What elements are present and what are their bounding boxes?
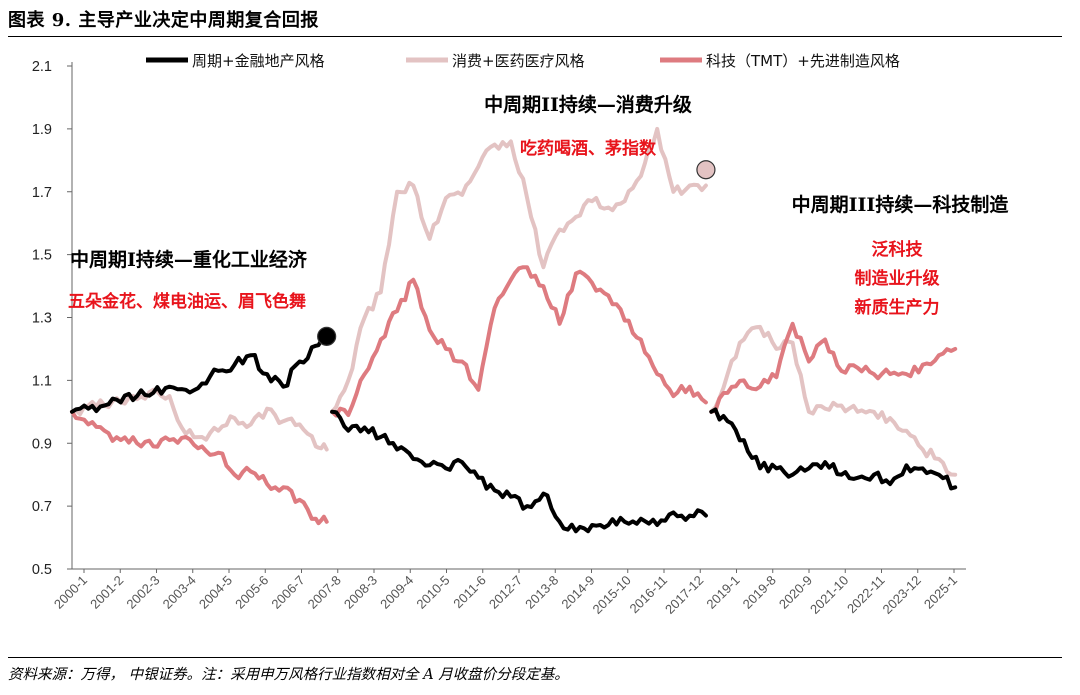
x-tick-label: 2003-4 bbox=[160, 573, 199, 612]
composite-return-chart: 2.11.91.71.51.31.10.90.70.52000-12001-22… bbox=[32, 52, 1009, 617]
series-line-cycle-seg1 bbox=[70, 334, 329, 414]
x-tick-label: 2004-5 bbox=[196, 573, 235, 612]
x-tick-label: 2000-1 bbox=[51, 573, 90, 612]
x-tick-label: 2015-10 bbox=[590, 573, 634, 617]
x-tick-label: 2022-11 bbox=[844, 573, 888, 617]
series-line-cycle-seg3 bbox=[709, 407, 958, 491]
annotation-theme: 泛科技 bbox=[872, 239, 924, 260]
y-tick-label: 1.7 bbox=[32, 185, 52, 201]
legend: 周期+金融地产风格 消费+医药医疗风格 科技（TMT）+先进制造风格 bbox=[146, 52, 900, 70]
y-tick-label: 1.9 bbox=[32, 122, 52, 138]
legend-label-tech: 科技（TMT）+先进制造风格 bbox=[706, 52, 900, 70]
series-line-tech-seg1 bbox=[70, 409, 329, 526]
footer-divider bbox=[8, 657, 1062, 658]
x-tick-label: 2009-4 bbox=[377, 573, 416, 612]
x-tick-label: 2021-10 bbox=[807, 573, 851, 617]
y-tick-label: 1.3 bbox=[32, 311, 52, 327]
annotation-theme: 吃药喝酒、茅指数 bbox=[520, 138, 657, 159]
annotation-theme: 新质生产力 bbox=[855, 297, 940, 318]
x-tick-label: 2017-12 bbox=[662, 573, 706, 617]
y-tick-label: 2.1 bbox=[32, 59, 52, 75]
x-tick-label: 2010-5 bbox=[413, 573, 452, 612]
annotation-period: 中周期I持续—重化工业经济 bbox=[70, 248, 308, 271]
y-tick-label: 0.5 bbox=[32, 562, 52, 578]
x-tick-label: 2019-8 bbox=[740, 573, 779, 612]
annotation-theme: 制造业升级 bbox=[855, 268, 940, 289]
annotation-period: 中周期II持续—消费升级 bbox=[484, 93, 692, 116]
x-tick-label: 2016-11 bbox=[626, 573, 670, 617]
x-tick-label: 2005-6 bbox=[232, 573, 271, 612]
x-tick-label: 2025-1 bbox=[921, 573, 960, 612]
legend-label-consumer: 消费+医药医疗风格 bbox=[452, 52, 585, 70]
source-note: 资料来源：万得， 中银证券。注：采用申万风格行业指数相对全 A 月收盘价分段定基… bbox=[8, 667, 569, 683]
end-marker-cycle bbox=[317, 326, 337, 346]
series-line-cycle-seg2 bbox=[330, 409, 708, 534]
x-tick-label: 2012-7 bbox=[486, 573, 525, 612]
series-line-tech-seg2 bbox=[330, 265, 708, 418]
page-title: 图表 9. 主导产业决定中周期复合回报 bbox=[8, 10, 319, 31]
series-lines bbox=[70, 126, 958, 534]
y-tick-label: 1.5 bbox=[32, 248, 52, 264]
end-marker-consumer bbox=[696, 160, 716, 180]
title-divider bbox=[8, 36, 1062, 37]
y-tick-label: 0.9 bbox=[32, 436, 52, 452]
legend-label-cycle: 周期+金融地产风格 bbox=[192, 52, 325, 70]
y-tick-label: 1.1 bbox=[32, 373, 52, 389]
x-tick-label: 2007-8 bbox=[305, 573, 344, 612]
annotation-period: 中周期III持续—科技制造 bbox=[792, 193, 1010, 216]
x-tick-label: 2002-3 bbox=[123, 573, 162, 612]
series-line-consumer-seg3 bbox=[709, 324, 958, 477]
x-tick-label: 2013-8 bbox=[522, 573, 561, 612]
x-tick-label: 2008-3 bbox=[341, 573, 380, 612]
x-tick-label: 2011-6 bbox=[450, 573, 489, 612]
annotation-theme: 五朵金花、煤电油运、眉飞色舞 bbox=[68, 291, 306, 312]
x-tick-label: 2001-2 bbox=[87, 573, 126, 612]
series-line-consumer-seg2 bbox=[330, 126, 708, 414]
x-tick-label: 2006-7 bbox=[268, 573, 307, 612]
y-tick-label: 0.7 bbox=[32, 499, 52, 515]
series-line-tech-seg3 bbox=[709, 321, 958, 414]
x-tick-label: 2023-12 bbox=[880, 573, 924, 617]
x-tick-label: 2019-1 bbox=[703, 573, 742, 612]
